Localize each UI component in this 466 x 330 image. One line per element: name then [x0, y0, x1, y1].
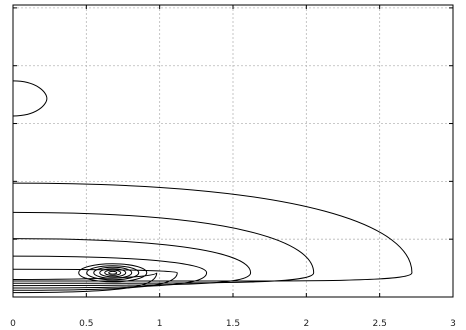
contour-line [12, 268, 178, 291]
grid-lines [13, 5, 453, 297]
x-tick-label: 2.5 [373, 319, 387, 329]
x-tick-label: 1.5 [226, 319, 240, 329]
contour-line [12, 182, 413, 282]
plot-frame [12, 4, 454, 298]
x-tick-label: 3 [450, 319, 456, 329]
contour-line [12, 211, 315, 284]
contour-lines [12, 80, 413, 294]
x-tick-label: 2 [303, 319, 309, 329]
contour-line [12, 238, 252, 287]
peak-contour-ring [93, 266, 133, 279]
side-lobe-contour [12, 80, 48, 117]
x-tick-labels: 0 0.5 1 1.5 2 2.5 3 [10, 319, 456, 329]
peak-contour-ring [104, 269, 122, 276]
contour-line [12, 272, 158, 294]
x-tick-label: 1 [157, 319, 163, 329]
peak-contour-ring [78, 263, 148, 283]
peak-contour-ring [108, 270, 118, 275]
peak-contour-ring [99, 268, 127, 278]
x-tick-label: 0.5 [79, 319, 93, 329]
x-tick-label: 0 [10, 319, 16, 329]
contour-line [12, 255, 208, 289]
peak-contour-ring [86, 265, 140, 281]
